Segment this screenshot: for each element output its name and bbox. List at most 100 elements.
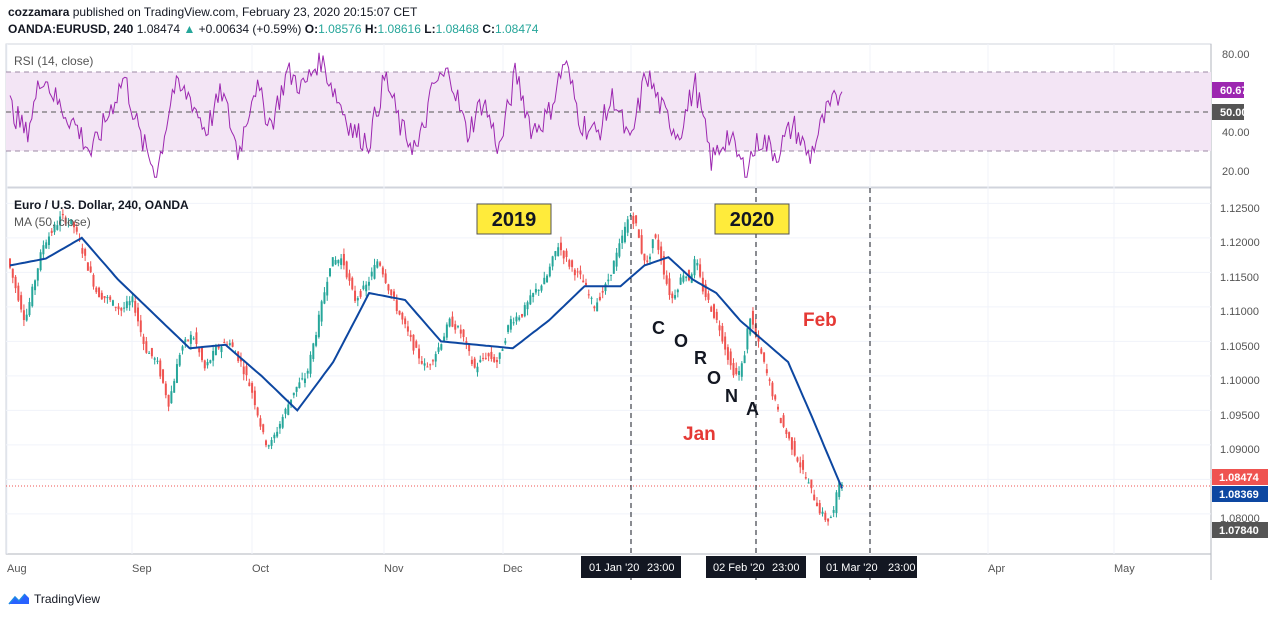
candle-body (718, 325, 721, 331)
candle-body (498, 352, 501, 359)
candle-body (671, 293, 674, 299)
price-tick-5: 1.10500 (1220, 341, 1260, 353)
candle-body (145, 341, 148, 353)
candle-body (84, 249, 87, 256)
candle-body (342, 253, 345, 266)
candle-body (579, 270, 582, 275)
candle-body (726, 347, 729, 360)
candle-body (253, 390, 256, 406)
candle-body (676, 289, 679, 293)
candle-body (379, 262, 382, 266)
marker-feb-badge (706, 556, 806, 578)
candle-body (529, 295, 532, 305)
publisher-line: cozzamara published on TradingView.com, … (8, 5, 417, 19)
candle-body (623, 226, 626, 243)
candle-body (256, 407, 259, 416)
candle-body (754, 324, 757, 335)
candle-body (306, 370, 309, 374)
candle-body (370, 271, 373, 277)
candle-body (20, 295, 23, 310)
candle-body (139, 320, 142, 333)
ma-line (9, 236, 843, 489)
candle-body (621, 235, 624, 244)
close-value: 1.08474 (494, 22, 539, 36)
candle-body (162, 369, 165, 383)
candle-body (668, 278, 671, 296)
ma-price-badge (1212, 486, 1268, 502)
candle-body (462, 329, 465, 338)
candle-body (198, 347, 201, 353)
candle-body (398, 310, 401, 315)
rsi-tick-80: 80.00 (1222, 49, 1250, 61)
symbol-line: OANDA:EURUSD, 240 1.08474 ▲ +0.00634 (+0… (8, 22, 538, 36)
tradingview-brand-text: TradingView (34, 592, 101, 606)
candle-body (493, 356, 496, 362)
candle-body (635, 215, 638, 224)
candle-body (682, 275, 685, 282)
candle-body (607, 279, 610, 282)
candle-body (640, 235, 643, 254)
candle-body (156, 360, 159, 362)
candle-body (114, 306, 117, 308)
candle-body (39, 252, 42, 271)
candle-body (810, 479, 813, 489)
candle-body (665, 275, 668, 284)
candle-body (448, 318, 451, 327)
candle-body (738, 371, 741, 375)
candle-body (679, 277, 682, 285)
candle-body (418, 348, 421, 359)
corona-letter-5: N (725, 386, 738, 406)
candle-body (562, 250, 565, 259)
marker-jan-date: 01 Jan '20 (589, 562, 639, 574)
candle-body (593, 306, 596, 309)
candle-body (226, 344, 229, 346)
candle-body (292, 392, 295, 396)
candle-body (543, 277, 546, 285)
low-value: 1.08468 (435, 22, 479, 36)
candle-body (14, 276, 17, 289)
candle-body (53, 224, 56, 233)
candle-body (345, 261, 348, 278)
candle-body (387, 284, 390, 291)
candle-body (393, 291, 395, 298)
candle-body (142, 336, 145, 345)
candle-body (612, 260, 615, 274)
feb-label: Feb (803, 310, 837, 331)
month-dec: Dec (503, 563, 523, 575)
rsi-line (9, 52, 843, 178)
candle-body (189, 334, 192, 344)
candle-body (128, 301, 131, 306)
candle-body (571, 260, 574, 268)
candle-body (821, 511, 824, 514)
candle-body (646, 260, 649, 262)
price-change: +0.00634 (+0.59%) (198, 22, 302, 36)
candle-body (47, 236, 50, 246)
candle-body (554, 251, 557, 257)
candle-body (454, 324, 457, 330)
candle-body (100, 292, 103, 300)
candle-body (59, 216, 62, 226)
candle-body (573, 269, 576, 276)
candle-body (159, 360, 162, 377)
candle-body (395, 300, 398, 311)
tradingview-logo-icon (8, 593, 29, 605)
open-label: O: (304, 22, 319, 36)
rsi-tick-20: 20.00 (1222, 166, 1250, 178)
candle-body (367, 281, 370, 286)
publisher-user[interactable]: cozzamara (8, 5, 70, 19)
candle-body (693, 259, 696, 276)
candle-body (548, 266, 551, 277)
corona-letter-3: R (694, 348, 707, 368)
candle-body (484, 357, 487, 359)
candle-body (662, 255, 665, 275)
price-tick-6: 1.10000 (1220, 375, 1260, 387)
marker-feb-time: 23:00 (772, 562, 800, 574)
high-label: H: (364, 22, 378, 36)
candles-group (9, 209, 843, 526)
candle-body (303, 378, 306, 384)
candle-body (829, 517, 832, 519)
candle-body (841, 484, 843, 487)
footer-brand[interactable]: TradingView (8, 592, 100, 606)
candle-body (604, 283, 607, 292)
